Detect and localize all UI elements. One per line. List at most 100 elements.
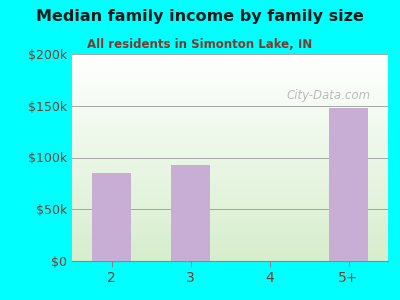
Bar: [72, 95, 388, 96]
Bar: [72, 130, 388, 132]
Bar: [72, 238, 388, 239]
Bar: [72, 100, 388, 102]
Bar: [72, 74, 388, 75]
Bar: [72, 208, 388, 209]
Bar: [72, 168, 388, 169]
Bar: [72, 65, 388, 66]
Bar: [72, 245, 388, 247]
Bar: [72, 194, 388, 195]
Bar: [72, 234, 388, 235]
Bar: [72, 78, 388, 79]
Bar: [72, 92, 388, 93]
Bar: [72, 212, 388, 213]
Bar: [72, 164, 388, 165]
Bar: [72, 190, 388, 192]
Bar: [72, 210, 388, 211]
Bar: [72, 213, 388, 214]
Bar: [72, 72, 388, 73]
Bar: [72, 154, 388, 155]
Bar: [72, 60, 388, 61]
Bar: [72, 258, 388, 259]
Bar: [72, 230, 388, 231]
Bar: [72, 143, 388, 144]
Bar: [72, 63, 388, 64]
Bar: [72, 150, 388, 151]
Bar: [72, 236, 388, 237]
Bar: [72, 196, 388, 197]
Bar: [72, 57, 388, 58]
Bar: [72, 241, 388, 242]
Bar: [72, 223, 388, 224]
Bar: [72, 152, 388, 153]
Bar: [72, 160, 388, 162]
Bar: [72, 169, 388, 170]
Bar: [72, 153, 388, 154]
Bar: [72, 182, 388, 183]
Bar: [72, 147, 388, 148]
Bar: [72, 139, 388, 140]
Text: All residents in Simonton Lake, IN: All residents in Simonton Lake, IN: [87, 38, 313, 50]
Bar: [92, 173, 131, 261]
Bar: [72, 70, 388, 72]
Bar: [72, 61, 388, 62]
Bar: [72, 206, 388, 207]
Bar: [72, 89, 388, 90]
Bar: [72, 220, 388, 222]
Bar: [72, 94, 388, 95]
Bar: [72, 203, 388, 204]
Bar: [72, 163, 388, 164]
Bar: [72, 66, 388, 68]
Bar: [72, 145, 388, 146]
Bar: [72, 108, 388, 109]
Bar: [72, 117, 388, 118]
Bar: [72, 113, 388, 114]
Bar: [72, 253, 388, 254]
Bar: [72, 189, 388, 190]
Bar: [72, 187, 388, 188]
Bar: [72, 254, 388, 255]
Bar: [72, 244, 388, 245]
Bar: [72, 122, 388, 123]
Bar: [72, 82, 388, 83]
Bar: [72, 91, 388, 92]
Bar: [72, 116, 388, 117]
Bar: [72, 165, 388, 166]
Bar: [72, 158, 388, 160]
Bar: [72, 58, 388, 59]
Bar: [72, 188, 388, 189]
Bar: [72, 106, 388, 107]
Bar: [72, 214, 388, 215]
Bar: [72, 237, 388, 238]
Bar: [72, 111, 388, 112]
Bar: [72, 144, 388, 145]
Bar: [72, 179, 388, 180]
Bar: [72, 141, 388, 142]
Bar: [72, 98, 388, 100]
Bar: [72, 136, 388, 137]
Bar: [72, 73, 388, 74]
Bar: [72, 175, 388, 176]
Bar: [72, 218, 388, 219]
Bar: [72, 86, 388, 87]
Bar: [72, 249, 388, 250]
Text: City-Data.com: City-Data.com: [287, 89, 371, 102]
Bar: [72, 193, 388, 194]
Bar: [72, 155, 388, 157]
Bar: [72, 205, 388, 206]
Bar: [72, 199, 388, 200]
Bar: [72, 227, 388, 228]
Bar: [72, 109, 388, 110]
Bar: [72, 76, 388, 77]
Bar: [72, 80, 388, 81]
Bar: [72, 202, 388, 203]
Bar: [72, 174, 388, 175]
Bar: [72, 110, 388, 111]
Bar: [72, 222, 388, 223]
Bar: [72, 107, 388, 108]
Text: Median family income by family size: Median family income by family size: [36, 9, 364, 24]
Bar: [72, 125, 388, 127]
Bar: [72, 115, 388, 116]
Bar: [72, 224, 388, 225]
Bar: [72, 183, 388, 184]
Bar: [72, 54, 388, 55]
